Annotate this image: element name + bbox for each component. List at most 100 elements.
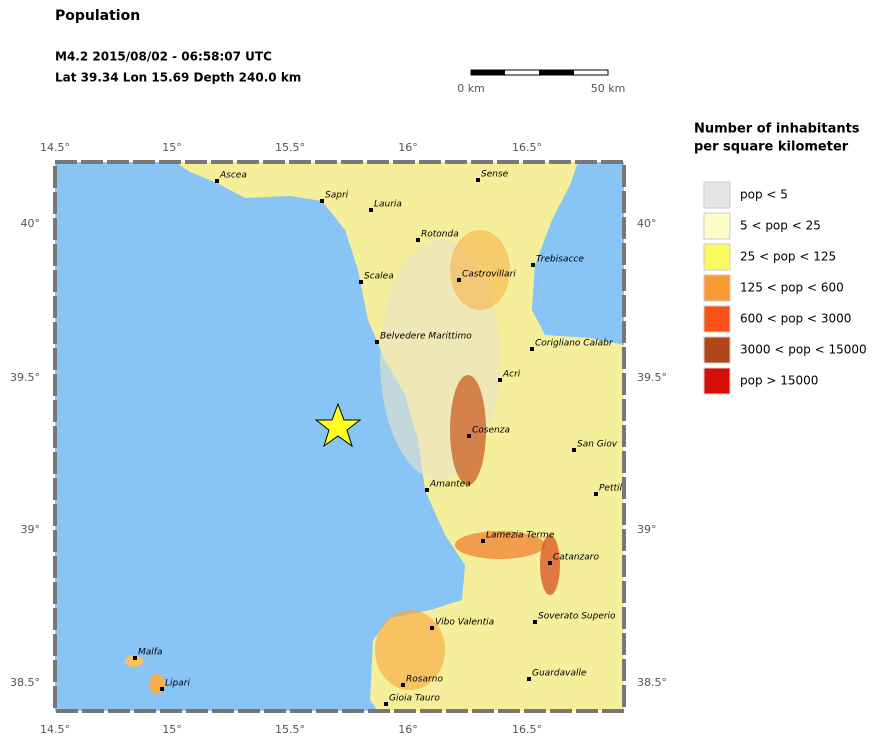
city-marker — [548, 561, 552, 565]
city-marker — [425, 488, 429, 492]
land — [175, 162, 624, 711]
city-marker — [384, 702, 388, 706]
city-label: Gioia Tauro — [389, 694, 440, 704]
lon-tick-label: 16° — [398, 723, 418, 736]
city-label: Castrovillari — [462, 270, 516, 280]
lat-tick-label: 39.5° — [637, 371, 667, 384]
lat-tick-label: 39° — [21, 523, 41, 536]
map: Ascea Sapri Lauria Sense Rotonda Scalea Castro… — [55, 162, 625, 711]
legend-swatch — [703, 367, 731, 395]
city-label: Soverato Superio — [538, 612, 616, 622]
city-label: Pettili — [599, 484, 625, 494]
epicenter-star — [314, 402, 362, 448]
city-marker — [369, 208, 373, 212]
scale-bar-seg — [471, 70, 505, 75]
scale-start: 0 km — [457, 82, 485, 95]
city-label: Guardavalle — [532, 669, 587, 679]
scale-bar — [470, 69, 609, 76]
lon-tick-label: 14.5° — [40, 723, 70, 736]
legend-label: 5 < pop < 25 — [740, 219, 821, 233]
city-marker — [160, 687, 164, 691]
legend-swatch — [703, 243, 731, 271]
title: Population — [55, 8, 140, 24]
city-marker — [594, 492, 598, 496]
land-dense — [450, 230, 510, 310]
legend-label: pop > 15000 — [740, 374, 818, 388]
legend-title: per square kilometer — [694, 140, 849, 155]
legend-swatch — [703, 305, 731, 333]
city-marker — [430, 626, 434, 630]
legend-swatch — [703, 274, 731, 302]
city-marker — [572, 448, 576, 452]
legend-swatch — [703, 336, 731, 364]
city-label: Amantea — [429, 480, 471, 490]
lon-tick-label: 15° — [162, 141, 182, 154]
city-marker — [359, 280, 363, 284]
city-marker — [527, 677, 531, 681]
legend-label: 3000 < pop < 15000 — [740, 343, 867, 357]
legend-swatch — [703, 212, 731, 240]
city-label: Lipari — [165, 679, 190, 689]
lon-tick-label: 15° — [162, 723, 182, 736]
legend-label: 25 < pop < 125 — [740, 250, 836, 264]
lat-tick-label: 38.5° — [637, 676, 667, 689]
legend-title: Number of inhabitants — [694, 122, 860, 137]
city-label: Ascea — [219, 171, 247, 181]
city-label: Acri — [502, 370, 521, 380]
city-label: Lauria — [374, 200, 402, 210]
city-label: Rosarno — [406, 675, 443, 685]
city-marker — [476, 178, 480, 182]
city-marker — [467, 434, 471, 438]
city-marker — [530, 347, 534, 351]
city-marker — [375, 340, 379, 344]
scale-bar-seg — [539, 70, 574, 75]
legend-label: pop < 5 — [740, 188, 788, 202]
city-label: Sapri — [325, 191, 349, 201]
city-label: Cosenza — [472, 426, 510, 436]
lon-tick-label: 16.5° — [512, 141, 542, 154]
city-marker — [401, 683, 405, 687]
city-marker — [215, 179, 219, 183]
city-marker — [457, 278, 461, 282]
lat-tick-label: 39.5° — [10, 371, 40, 384]
scale-end: 50 km — [591, 82, 626, 95]
city-label: Corigliano Calabr — [535, 339, 614, 349]
city-marker — [533, 620, 537, 624]
city-label: Sense — [481, 170, 509, 180]
city-marker — [133, 656, 137, 660]
legend-label: 125 < pop < 600 — [740, 281, 844, 295]
city-label: Trebisacce — [536, 255, 584, 265]
city-label: Rotonda — [421, 230, 459, 240]
city-label: Malfa — [138, 648, 162, 658]
city-marker — [481, 539, 485, 543]
lon-tick-label: 16.5° — [512, 723, 542, 736]
city-marker — [416, 238, 420, 242]
lat-tick-label: 40° — [21, 217, 41, 230]
land-dense — [455, 531, 545, 559]
cities: Ascea Sapri Lauria Sense Rotonda Scalea Castro… — [133, 170, 625, 706]
location-info: Lat 39.34 Lon 15.69 Depth 240.0 km — [55, 71, 301, 85]
city-label: Lamezia Terme — [486, 531, 555, 541]
lat-tick-label: 38.5° — [10, 676, 40, 689]
city-label: Scalea — [364, 272, 394, 282]
city-label: Vibo Valentia — [435, 618, 494, 628]
event-info: M4.2 2015/08/02 - 06:58:07 UTC — [55, 50, 272, 64]
lat-tick-label: 39° — [637, 523, 657, 536]
legend-swatch — [703, 181, 731, 209]
lat-tick-label: 40° — [637, 217, 657, 230]
land-dense — [375, 610, 445, 690]
lon-tick-label: 15.5° — [275, 723, 305, 736]
land-dense — [450, 375, 486, 485]
lon-tick-label: 15.5° — [275, 141, 305, 154]
map-frame — [53, 160, 626, 713]
city-marker — [531, 263, 535, 267]
legend-label: 600 < pop < 3000 — [740, 312, 851, 326]
legend: pop < 5 5 < pop < 25 25 < pop < 125 125 < p… — [703, 181, 867, 395]
city-label: Belvedere Marittimo — [380, 332, 472, 342]
island — [125, 655, 143, 667]
city-marker — [320, 199, 324, 203]
axis-ticks: 14.5° 14.5° 15° 15° 15.5° 15.5° 16° 16° 16.5° 16.… — [10, 141, 667, 736]
city-label: San Giov — [577, 440, 618, 450]
city-label: Catanzaro — [553, 553, 599, 563]
